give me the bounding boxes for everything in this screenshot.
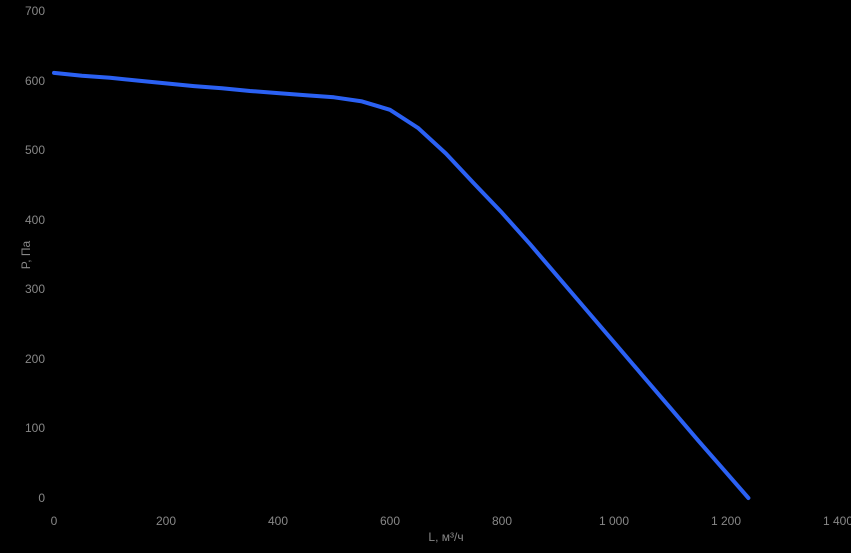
- x-tick-label: 400: [267, 514, 289, 528]
- y-tick-label: 500: [24, 143, 45, 158]
- x-tick-label: 0: [50, 514, 58, 528]
- x-tick-label: 1 200: [710, 514, 742, 528]
- x-tick-label: 1 000: [598, 514, 630, 528]
- y-tick-label: 0: [38, 491, 45, 505]
- x-tick-label: 800: [491, 514, 513, 528]
- x-tick-label: 600: [379, 514, 401, 528]
- y-tick-label: 100: [24, 421, 45, 436]
- x-tick-label: 1 400: [822, 514, 851, 528]
- y-tick-label: 600: [24, 73, 45, 88]
- x-tick-label: 200: [155, 514, 177, 528]
- y-tick-label: 300: [24, 282, 45, 297]
- y-tick-label: 400: [24, 212, 45, 227]
- x-axis-title: L, м³/ч: [428, 530, 464, 544]
- y-tick-label: 700: [24, 4, 45, 18]
- pressure-curve: [52, 70, 751, 500]
- y-tick-label: 200: [24, 351, 45, 366]
- y-axis-title: P, Па: [19, 240, 33, 269]
